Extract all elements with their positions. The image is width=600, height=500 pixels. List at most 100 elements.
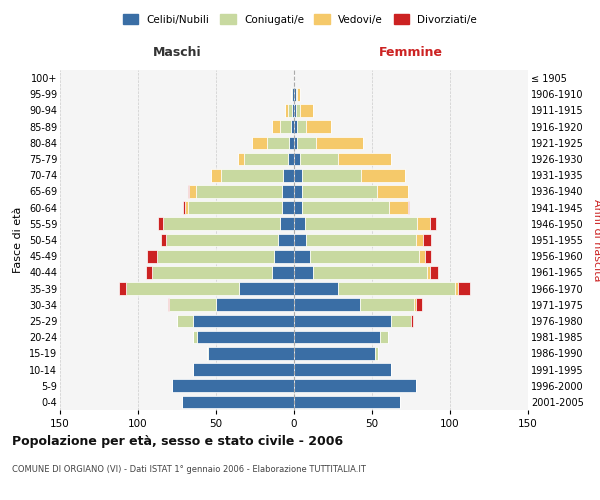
Bar [375,347,378,360]
Bar [193,314,294,328]
Bar [416,234,424,246]
Bar [291,120,294,133]
Bar [310,250,419,262]
Bar [188,202,281,214]
Bar [359,298,414,311]
Bar [316,136,362,149]
Bar [300,152,338,166]
Bar [294,120,297,133]
Bar [158,218,163,230]
Bar [167,298,169,311]
Bar [430,266,437,278]
Bar [338,282,455,295]
Bar [296,88,297,101]
Bar [430,218,436,230]
Bar [280,218,294,230]
Bar [272,120,280,133]
Bar [427,266,430,278]
Bar [221,169,283,181]
Text: Popolazione per età, sesso e stato civile - 2006: Popolazione per età, sesso e stato civil… [12,435,343,448]
Bar [305,218,417,230]
Bar [294,331,380,344]
Bar [146,266,152,278]
Bar [377,185,408,198]
Bar [196,185,281,198]
Bar [211,169,221,181]
Bar [294,396,400,408]
Bar [281,185,294,198]
Bar [172,380,294,392]
Bar [238,152,244,166]
Text: Femmine: Femmine [379,46,443,59]
Bar [294,185,302,198]
Bar [268,136,289,149]
Bar [288,104,292,117]
Bar [166,234,278,246]
Bar [163,218,280,230]
Bar [206,347,208,360]
Bar [294,104,296,117]
Bar [291,88,292,101]
Bar [183,202,185,214]
Bar [294,347,375,360]
Bar [296,104,300,117]
Bar [416,298,422,311]
Bar [208,347,294,360]
Bar [177,314,193,328]
Bar [148,250,157,262]
Bar [292,88,294,101]
Bar [313,266,427,278]
Bar [169,298,216,311]
Bar [239,282,294,295]
Bar [119,282,125,295]
Bar [280,120,291,133]
Legend: Celibi/Nubili, Coniugati/e, Vedovi/e, Divorziati/e: Celibi/Nubili, Coniugati/e, Vedovi/e, Di… [119,10,481,29]
Bar [289,136,294,149]
Bar [297,136,316,149]
Bar [408,202,409,214]
Bar [302,169,361,181]
Bar [414,298,416,311]
Bar [425,250,431,262]
Bar [424,234,431,246]
Bar [216,298,294,311]
Bar [294,202,302,214]
Bar [193,331,197,344]
Bar [288,152,294,166]
Bar [185,202,188,214]
Bar [417,218,430,230]
Bar [294,380,416,392]
Bar [157,250,274,262]
Bar [294,234,307,246]
Bar [294,314,391,328]
Bar [302,202,389,214]
Bar [294,266,313,278]
Bar [125,282,239,295]
Bar [152,266,272,278]
Bar [252,136,268,149]
Bar [281,202,294,214]
Bar [278,234,294,246]
Text: COMUNE DI ORGIANO (VI) - Dati ISTAT 1° gennaio 2006 - Elaborazione TUTTITALIA.IT: COMUNE DI ORGIANO (VI) - Dati ISTAT 1° g… [12,465,366,474]
Bar [300,104,313,117]
Bar [380,331,388,344]
Bar [161,234,166,246]
Bar [455,282,458,295]
Bar [294,282,338,295]
Y-axis label: Fasce di età: Fasce di età [13,207,23,273]
Bar [274,250,294,262]
Bar [302,185,377,198]
Bar [338,152,391,166]
Bar [197,331,294,344]
Bar [182,396,294,408]
Bar [294,363,391,376]
Bar [294,152,300,166]
Bar [389,202,408,214]
Bar [294,250,310,262]
Bar [244,152,288,166]
Bar [294,218,305,230]
Bar [193,363,294,376]
Bar [190,185,196,198]
Bar [458,282,470,295]
Bar [391,314,411,328]
